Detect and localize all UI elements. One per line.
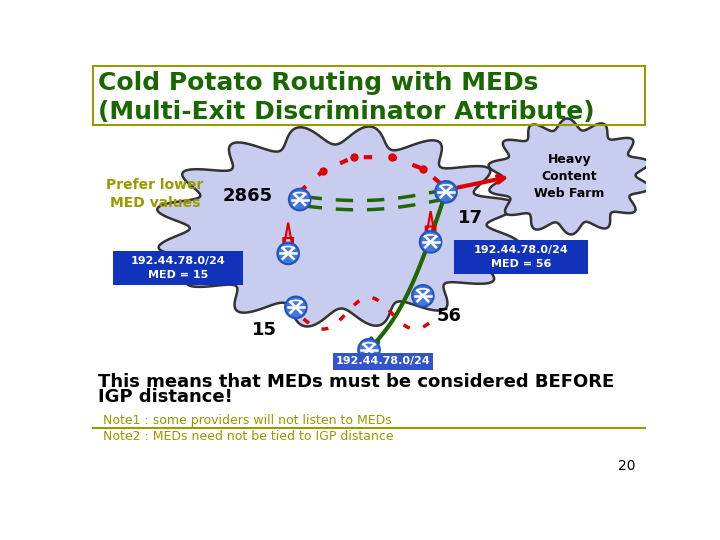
FancyBboxPatch shape bbox=[454, 240, 588, 274]
FancyBboxPatch shape bbox=[113, 251, 243, 285]
FancyBboxPatch shape bbox=[333, 353, 433, 370]
Text: 2865: 2865 bbox=[222, 187, 273, 205]
Polygon shape bbox=[423, 211, 438, 249]
Polygon shape bbox=[489, 118, 649, 234]
Circle shape bbox=[435, 181, 456, 202]
Text: 20: 20 bbox=[618, 459, 636, 473]
Text: This means that MEDs must be considered BEFORE: This means that MEDs must be considered … bbox=[98, 373, 614, 391]
Text: Note1 : some providers will not listen to MEDs: Note1 : some providers will not listen t… bbox=[102, 414, 392, 427]
Text: Note2 : MEDs need not be tied to IGP distance: Note2 : MEDs need not be tied to IGP dis… bbox=[102, 430, 393, 443]
Text: 192.44.78.0/24
MED = 15: 192.44.78.0/24 MED = 15 bbox=[130, 256, 225, 280]
Text: IGP distance!: IGP distance! bbox=[98, 388, 233, 406]
Circle shape bbox=[277, 242, 299, 264]
Circle shape bbox=[285, 296, 307, 318]
Polygon shape bbox=[157, 126, 519, 327]
Text: 56: 56 bbox=[437, 307, 462, 325]
Circle shape bbox=[359, 339, 379, 361]
Text: 192.44.78.0/24
MED = 56: 192.44.78.0/24 MED = 56 bbox=[473, 245, 568, 269]
Text: Prefer lower
MED values: Prefer lower MED values bbox=[107, 178, 204, 211]
Polygon shape bbox=[282, 222, 295, 261]
Circle shape bbox=[412, 285, 433, 307]
Text: 17: 17 bbox=[457, 209, 482, 227]
Text: 15: 15 bbox=[251, 321, 276, 339]
Circle shape bbox=[289, 189, 310, 211]
Text: 192.44.78.0/24: 192.44.78.0/24 bbox=[336, 356, 431, 366]
Text: Cold Potato Routing with MEDs
(Multi-Exit Discriminator Attribute): Cold Potato Routing with MEDs (Multi-Exi… bbox=[98, 71, 595, 124]
Text: Heavy
Content
Web Farm: Heavy Content Web Farm bbox=[534, 153, 604, 200]
Circle shape bbox=[420, 231, 441, 253]
